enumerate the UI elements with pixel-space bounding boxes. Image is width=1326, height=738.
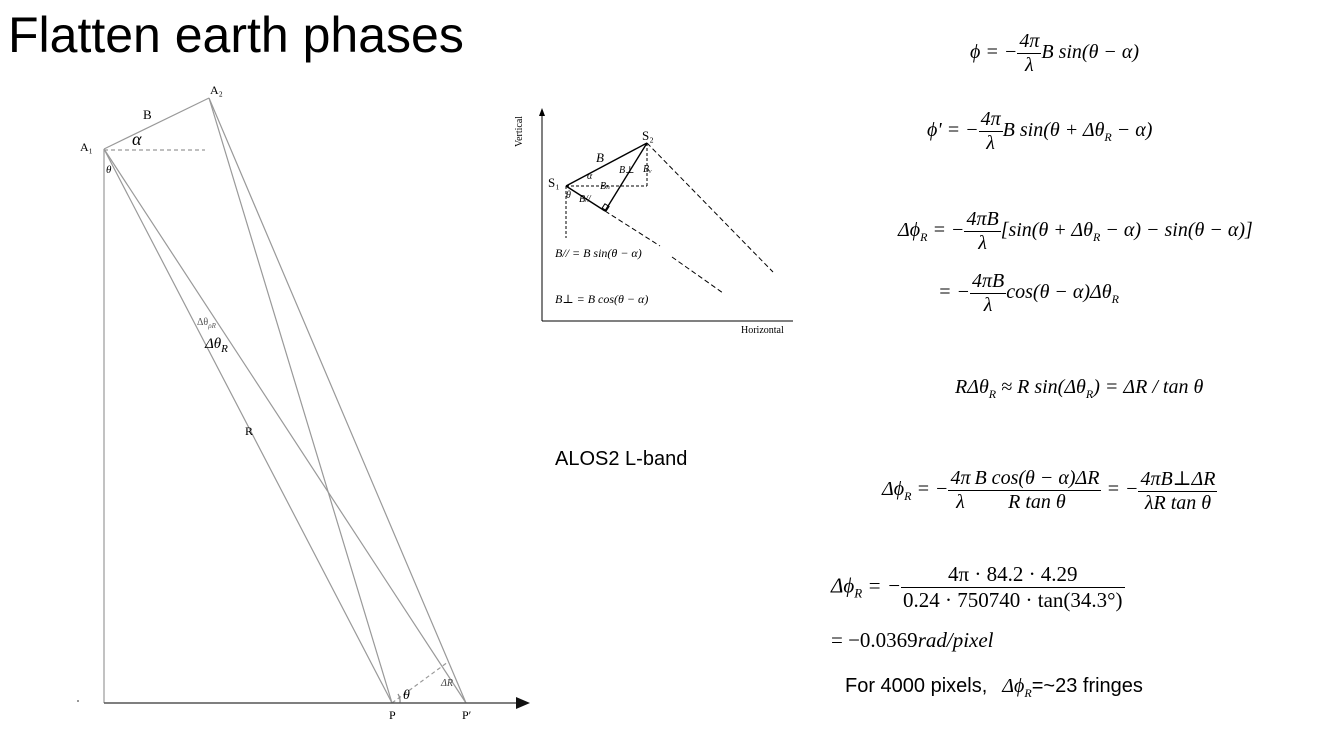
range-line-a2-p — [208, 97, 393, 704]
label-b-perp: B⊥ — [619, 165, 635, 176]
label-alpha-geometry: α — [132, 129, 142, 149]
label-b-par: B// — [579, 194, 591, 205]
label-p-prime: P′ — [462, 708, 472, 722]
b-perp-line — [604, 142, 648, 212]
baseline-line — [103, 97, 210, 150]
right-angle-mark — [601, 203, 610, 212]
b-par-line — [565, 185, 606, 212]
equation-phi: ϕ = −4π λ B sin(θ − α) — [970, 30, 1140, 76]
formula-b-perp: B⊥ = B cos(θ − α) — [555, 292, 649, 306]
equation-delta-phi-range: ΔϕR = −4π λ B cos(θ − α)ΔR R tan θ = −4πB⊥Δ… — [882, 467, 1218, 514]
label-theta-top: θ — [106, 164, 112, 176]
ground-axis-arrow — [516, 697, 530, 709]
label-delta-theta-small: ΔθρR — [197, 317, 216, 330]
s2-look-line — [646, 142, 774, 273]
label-b-baseline: B — [596, 150, 604, 165]
sensor-label: ALOS2 L-band — [555, 448, 688, 470]
label-a2: A₂ — [210, 83, 223, 97]
label-b-geometry: B — [143, 107, 152, 122]
label-s2: S₂ — [642, 128, 654, 143]
label-p: P — [389, 708, 396, 722]
equation-delta-phi: ΔϕR = −4πB λ [sin(θ + ΔθR − α) − sin(θ − α… — [898, 208, 1253, 254]
label-b-v: Bᵥ — [643, 164, 652, 175]
s1-look-line — [604, 210, 661, 247]
baseline-s1-s2 — [565, 142, 648, 187]
range-line-a1-pprime — [103, 148, 467, 704]
label-delta-theta-r: ΔθR — [205, 336, 228, 355]
label-r-geometry: R — [245, 424, 254, 438]
dr-projection-line — [391, 661, 449, 704]
label-theta-baseline: θ — [566, 190, 571, 201]
range-line-a2-pprime — [208, 97, 467, 704]
origin-dot — [77, 700, 79, 702]
equation-range-approx: RΔθR ≈ R sin(ΔθR) = ΔR / tan θ — [955, 376, 1204, 401]
range-line-a1-p — [103, 148, 393, 704]
equation-phi-prime: ϕ' = −4π λ B sin(θ + ΔθR − α) — [927, 108, 1153, 154]
label-alpha-baseline: α — [587, 171, 593, 182]
page-title: Flatten earth phases — [8, 7, 464, 63]
axis-label-vertical: Vertical — [514, 115, 526, 148]
axis-label-horizontal: Horizontal — [741, 325, 784, 336]
formula-b-par: B// = B sin(θ − α) — [555, 246, 642, 260]
fringe-note: For 4000 pixels, ΔϕR=~23 fringes — [845, 675, 1143, 700]
equation-numeric-result: = −0.0369rad/pixel — [831, 628, 994, 652]
label-s1: S₁ — [548, 175, 560, 190]
equation-delta-phi-simplified: = −4πB λ cos(θ − α)ΔθR — [938, 270, 1119, 316]
s1-look-line-far — [671, 256, 724, 294]
label-a1: A₁ — [80, 140, 93, 154]
label-b-h: Bₕ — [600, 181, 611, 192]
label-delta-r-geometry: ΔR — [441, 678, 453, 689]
vertical-axis-arrow — [539, 108, 545, 116]
geometry-diagram — [77, 97, 530, 709]
label-theta-bottom: θ — [403, 688, 410, 703]
equation-numeric: ΔϕR = −4π · 84.2 · 4.29 0.24 · 750740 · t… — [831, 562, 1125, 612]
